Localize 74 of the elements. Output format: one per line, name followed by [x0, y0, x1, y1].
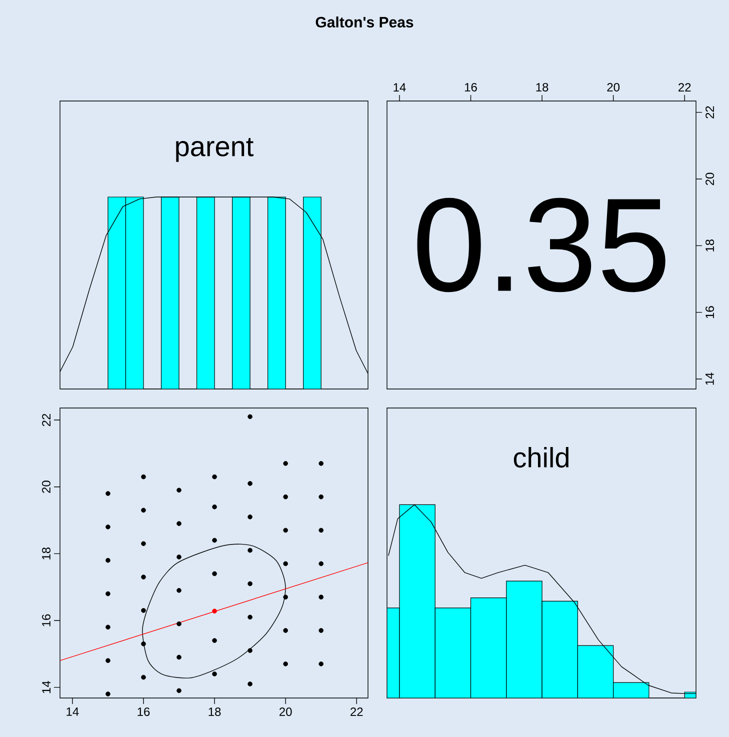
point	[283, 628, 288, 633]
x-tick-label: 14	[394, 83, 406, 92]
point	[248, 614, 252, 620]
point	[318, 561, 324, 566]
point	[176, 521, 182, 526]
point	[141, 608, 146, 613]
point	[212, 608, 217, 614]
point	[176, 654, 182, 660]
point	[106, 591, 110, 596]
x-tick-label: 22	[350, 708, 363, 716]
point	[283, 561, 288, 566]
y-tick-label: 20	[42, 480, 50, 493]
point	[283, 594, 288, 600]
text: parent	[176, 138, 254, 162]
x-tick-label: 20	[280, 708, 292, 716]
point	[212, 538, 217, 543]
point	[141, 474, 146, 480]
point	[141, 541, 146, 546]
y-tick-label: 22	[706, 106, 714, 118]
point	[141, 641, 146, 646]
point	[106, 658, 110, 663]
point	[318, 628, 324, 633]
point	[283, 528, 288, 533]
y-tick-label: 16	[706, 306, 714, 318]
point	[141, 508, 146, 513]
point	[176, 688, 182, 694]
x-tick-label: 18	[208, 708, 221, 716]
point	[212, 672, 217, 676]
x-tick-label: 18	[536, 82, 548, 92]
point	[106, 524, 110, 530]
point	[212, 571, 217, 576]
x-tick-label: 16	[138, 708, 150, 716]
point	[106, 491, 110, 496]
y-tick-label: 20	[706, 172, 714, 186]
y-tick-label: 16	[42, 614, 50, 626]
x-tick-label: 16	[464, 82, 477, 92]
point	[248, 481, 252, 486]
point	[248, 682, 252, 686]
point	[318, 494, 324, 500]
point	[106, 624, 110, 630]
point	[318, 528, 324, 533]
point	[248, 648, 252, 653]
point	[283, 662, 288, 666]
chart-title: Galton's Peas	[316, 16, 414, 28]
point	[318, 461, 324, 466]
point	[318, 594, 324, 600]
point	[212, 504, 217, 510]
point	[141, 674, 146, 680]
x-tick-label: 20	[607, 82, 620, 92]
y-tick-label: 14	[42, 680, 50, 694]
point	[212, 638, 217, 643]
point	[141, 574, 146, 580]
point	[106, 558, 110, 563]
x-tick-label: 22	[678, 83, 691, 92]
point	[248, 514, 252, 520]
annotation: 0.35	[417, 198, 666, 292]
point	[318, 662, 324, 666]
point	[283, 461, 288, 466]
point	[248, 414, 252, 420]
y-tick-label: 18	[706, 240, 714, 252]
y-tick-label: 22	[42, 414, 50, 426]
point	[248, 581, 252, 586]
text: child	[514, 447, 568, 468]
point	[212, 474, 217, 480]
point	[106, 692, 110, 696]
point	[176, 621, 182, 626]
point	[283, 494, 288, 500]
x-tick-label: 14	[66, 708, 79, 716]
point	[176, 588, 182, 593]
y-tick-label: 14	[706, 372, 714, 385]
point	[248, 548, 252, 553]
point	[176, 488, 182, 493]
point	[176, 554, 182, 560]
y-tick-label: 18	[42, 548, 50, 560]
